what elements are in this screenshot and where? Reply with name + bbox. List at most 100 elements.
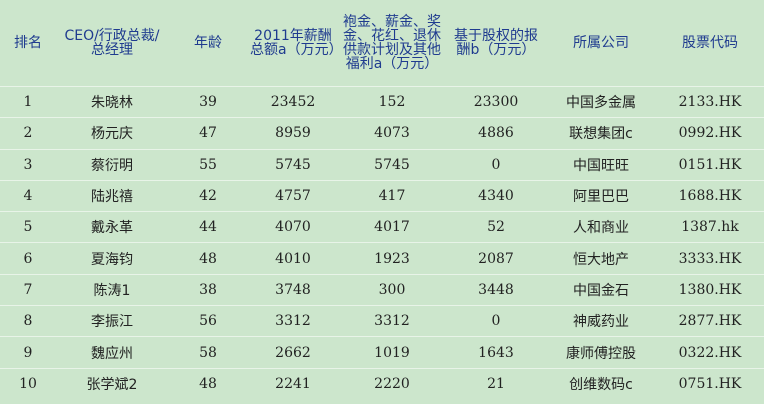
table-cell: 人和商业 bbox=[546, 211, 656, 243]
table-cell: 38 bbox=[168, 273, 248, 306]
table-row: 6 夏海钧 48 4010 1923 2087 恒大地产 3333.HK bbox=[0, 242, 764, 275]
table-cell: 1923 bbox=[338, 242, 446, 275]
table-cell: 2 bbox=[0, 117, 56, 150]
table-cell: 39 bbox=[168, 85, 248, 118]
table-cell: 21 bbox=[446, 367, 546, 399]
table-cell: 3312 bbox=[338, 305, 446, 337]
table-cell: 戴永革 bbox=[56, 211, 168, 243]
table-cell: 8959 bbox=[248, 117, 338, 150]
table-cell: 杨元庆 bbox=[56, 117, 168, 150]
table-cell: 5745 bbox=[338, 148, 446, 181]
table-cell: 44 bbox=[168, 211, 248, 243]
table-cell: 417 bbox=[338, 179, 446, 212]
table-cell: 2133.HK bbox=[656, 85, 764, 118]
table-cell: 中国多金属 bbox=[546, 85, 656, 118]
table-cell: 2877.HK bbox=[656, 305, 764, 337]
table-cell: 3333.HK bbox=[656, 242, 764, 275]
table-cell: 朱晓林 bbox=[56, 85, 168, 118]
table-cell: 9 bbox=[0, 336, 56, 369]
table-cell: 陈涛1 bbox=[56, 273, 168, 306]
table-cell: 52 bbox=[446, 211, 546, 243]
table-cell: 4886 bbox=[446, 117, 546, 150]
table-cell: 4070 bbox=[248, 211, 338, 243]
table-cell: 中国金石 bbox=[546, 273, 656, 306]
table-cell: 4010 bbox=[248, 242, 338, 275]
table-cell: 陆兆禧 bbox=[56, 179, 168, 212]
header-row: 排名 CEO/行政总裁/总经理 年龄 2011年薪酬总额a（万元） 袍金、薪金、奖金、花… bbox=[0, 0, 764, 87]
table-cell: 1643 bbox=[446, 336, 546, 369]
table-cell: 3748 bbox=[248, 273, 338, 306]
table-cell: 0751.HK bbox=[656, 367, 764, 399]
table-cell: 4 bbox=[0, 179, 56, 212]
table-cell: 1 bbox=[0, 85, 56, 118]
column-header: CEO/行政总裁/总经理 bbox=[64, 28, 160, 58]
column-header: 袍金、薪金、奖金、花红、退休供款计划及其他福利a（万元） bbox=[343, 14, 441, 72]
table-cell: 神威药业 bbox=[546, 305, 656, 337]
table-cell: 58 bbox=[168, 336, 248, 369]
table-cell: 0992.HK bbox=[656, 117, 764, 150]
table-row: 2 杨元庆 47 8959 4073 4886 联想集团c 0992.HK bbox=[0, 117, 764, 150]
column-header: 排名 bbox=[14, 35, 42, 51]
table-cell: 47 bbox=[168, 117, 248, 150]
table-cell: 2087 bbox=[446, 242, 546, 275]
table-cell: 3 bbox=[0, 148, 56, 181]
table-cell: 1380.HK bbox=[656, 273, 764, 306]
table-cell: 152 bbox=[338, 85, 446, 118]
table-cell: 3448 bbox=[446, 273, 546, 306]
table-cell: 魏应州 bbox=[56, 336, 168, 369]
table-cell: 6 bbox=[0, 242, 56, 275]
table-cell: 2241 bbox=[248, 367, 338, 399]
table-cell: 0 bbox=[446, 305, 546, 337]
table-row: 1 朱晓林 39 23452 152 23300 中国多金属 2133.HK bbox=[0, 85, 764, 118]
table-cell: 7 bbox=[0, 273, 56, 306]
table-cell: 0322.HK bbox=[656, 336, 764, 369]
table-cell: 夏海钧 bbox=[56, 242, 168, 275]
table-cell: 阿里巴巴 bbox=[546, 179, 656, 212]
table-row: 9 魏应州 58 2662 1019 1643 康师傅控股 0322.HK bbox=[0, 336, 764, 369]
table-cell: 23452 bbox=[248, 85, 338, 118]
table-cell: 55 bbox=[168, 148, 248, 181]
table-cell: 4017 bbox=[338, 211, 446, 243]
table-cell: 中国旺旺 bbox=[546, 148, 656, 181]
column-header: 股票代码 bbox=[682, 35, 738, 51]
table-cell: 0151.HK bbox=[656, 148, 764, 181]
table-cell: 10 bbox=[0, 367, 56, 399]
table-cell: 0 bbox=[446, 148, 546, 181]
table-cell: 1387.hk bbox=[656, 211, 764, 243]
table-cell: 1688.HK bbox=[656, 179, 764, 212]
table-row: 5 戴永革 44 4070 4017 52 人和商业 1387.hk bbox=[0, 211, 764, 243]
table-row: 4 陆兆禧 42 4757 417 4340 阿里巴巴 1688.HK bbox=[0, 179, 764, 212]
table-row: 3 蔡衍明 55 5745 5745 0 中国旺旺 0151.HK bbox=[0, 148, 764, 181]
table-cell: 56 bbox=[168, 305, 248, 337]
table-cell: 4073 bbox=[338, 117, 446, 150]
table-cell: 48 bbox=[168, 367, 248, 399]
table-cell: 2220 bbox=[338, 367, 446, 399]
table-cell: 恒大地产 bbox=[546, 242, 656, 275]
table-cell: 5745 bbox=[248, 148, 338, 181]
table-cell: 1019 bbox=[338, 336, 446, 369]
table-cell: 康师傅控股 bbox=[546, 336, 656, 369]
table-cell: 李振江 bbox=[56, 305, 168, 337]
table-row: 8 李振江 56 3312 3312 0 神威药业 2877.HK bbox=[0, 305, 764, 337]
table-cell: 8 bbox=[0, 305, 56, 337]
column-header: 所属公司 bbox=[573, 35, 629, 51]
table-cell: 23300 bbox=[446, 85, 546, 118]
table-row: 7 陈涛1 38 3748 300 3448 中国金石 1380.HK bbox=[0, 273, 764, 306]
table-cell: 4340 bbox=[446, 179, 546, 212]
table-cell: 2662 bbox=[248, 336, 338, 369]
table-cell: 蔡衍明 bbox=[56, 148, 168, 181]
table-row: 10 张学斌2 48 2241 2220 21 创维数码c 0751.HK bbox=[0, 367, 764, 399]
table-cell: 48 bbox=[168, 242, 248, 275]
table-cell: 创维数码c bbox=[546, 367, 656, 399]
table-cell: 联想集团c bbox=[546, 117, 656, 150]
table-cell: 张学斌2 bbox=[56, 367, 168, 399]
column-header: 2011年薪酬总额a（万元） bbox=[250, 28, 343, 58]
table-cell: 3312 bbox=[248, 305, 338, 337]
table-cell: 5 bbox=[0, 211, 56, 243]
column-header: 年龄 bbox=[194, 35, 222, 51]
table-cell: 4757 bbox=[248, 179, 338, 212]
table-cell: 300 bbox=[338, 273, 446, 306]
table-cell: 42 bbox=[168, 179, 248, 212]
column-header: 基于股权的报酬b（万元） bbox=[454, 28, 538, 58]
